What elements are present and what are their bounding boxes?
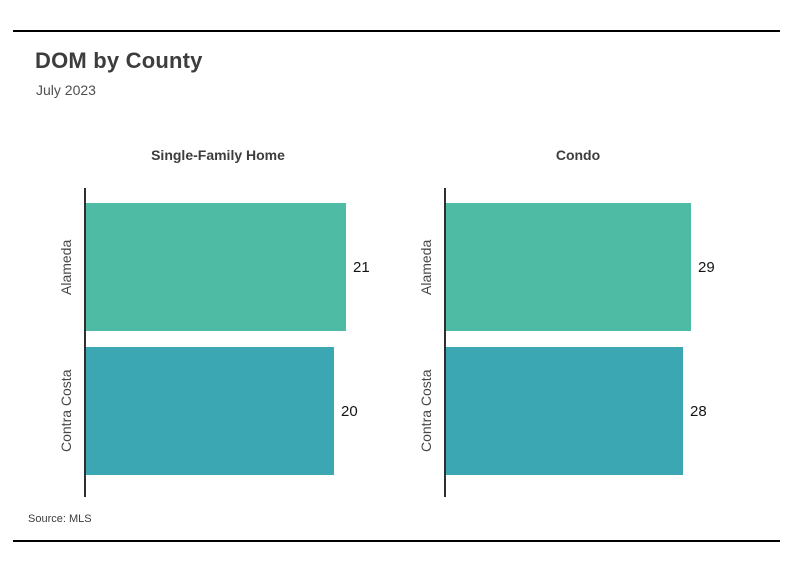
bar-contra-costa-single-family-home	[86, 347, 334, 475]
bar-alameda-condo	[446, 203, 691, 331]
panel-title-condo: Condo	[555, 147, 601, 163]
top-rule	[13, 30, 780, 32]
bar-contra-costa-condo	[446, 347, 683, 475]
plot-area-condo	[444, 188, 744, 497]
value-label-contra-costa-condo: 28	[690, 402, 707, 420]
panel-title-single-family-home: Single-Family Home	[151, 147, 285, 163]
category-label-contra-costa-single-family-home: Contra Costa	[58, 369, 74, 453]
value-label-alameda-single-family-home: 21	[353, 258, 370, 276]
category-label-alameda-single-family-home: Alameda	[58, 239, 74, 295]
bottom-rule	[13, 540, 780, 542]
source-note: Source: MLS	[28, 513, 92, 525]
chart-title: DOM by County	[35, 48, 203, 73]
bar-alameda-single-family-home	[86, 203, 346, 331]
category-label-contra-costa-condo: Contra Costa	[418, 369, 434, 453]
chart-subtitle: July 2023	[36, 82, 96, 98]
value-label-contra-costa-single-family-home: 20	[341, 402, 358, 420]
value-label-alameda-condo: 29	[698, 258, 715, 276]
plot-area-single-family-home	[84, 188, 384, 497]
category-label-alameda-condo: Alameda	[418, 239, 434, 295]
